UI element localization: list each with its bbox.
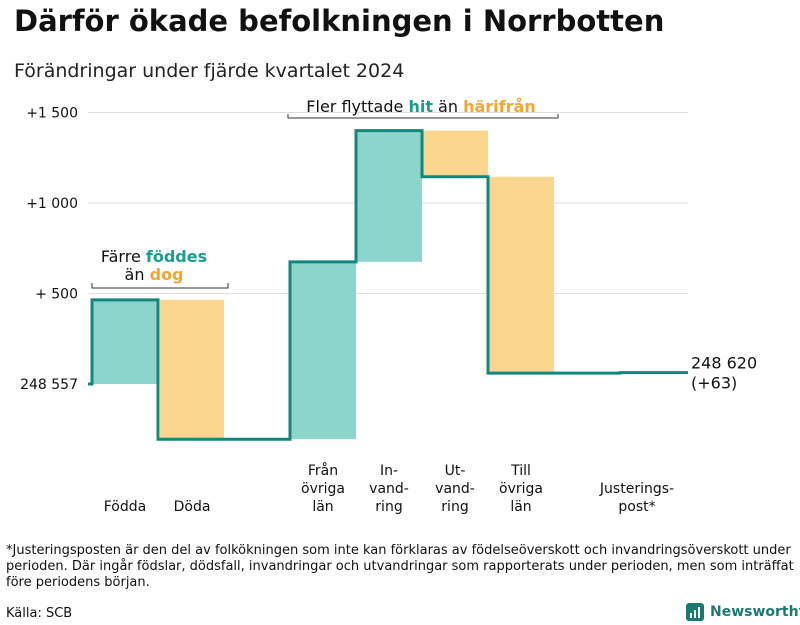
x-tick-label-line: län [510, 499, 531, 515]
annotation-bracket-migration [287, 114, 559, 119]
annotation-text: än [433, 97, 463, 116]
x-tick-label-line: övriga [301, 481, 345, 497]
y-tick-label: +1 000 [26, 196, 78, 212]
x-tick-label: Justerings-post* [599, 481, 674, 515]
annotation-highlight-harifran: härifrån [463, 97, 536, 116]
x-tick-label-line: Justerings- [599, 481, 674, 497]
x-tick-label-line: Från [308, 462, 338, 479]
annotation-text: Färre [101, 247, 146, 266]
brand-name: Newsworthy [710, 604, 800, 620]
x-tick-label-line: Ut- [445, 463, 466, 479]
annotation-births-deaths-line2: än dog [125, 265, 184, 284]
waterfall-chart: + 500 +1 000 +1 500 248 557 248 620(+63) Född… [20, 97, 757, 515]
bar-6 [488, 176, 554, 374]
x-tick-label-line: övriga [499, 481, 543, 497]
x-tick-label-line: Döda [174, 499, 211, 515]
x-tick-label-line: post* [618, 499, 655, 515]
bar-2 [160, 299, 224, 440]
x-tick-label-line: ring [441, 499, 468, 515]
final-change-label: (+63) [691, 374, 737, 393]
bar-5 [422, 130, 488, 177]
source-label: Källa: SCB [6, 606, 73, 621]
annotation-highlight-births: föddes [146, 247, 207, 266]
cumulative-step-line [88, 129, 688, 441]
x-tick-label-line: län [312, 499, 333, 515]
x-tick-label: Födda [104, 499, 146, 515]
x-tick-label-line: vand- [435, 481, 475, 497]
x-tick-label-line: Till [510, 463, 531, 479]
x-tick-label-line: In- [380, 463, 398, 479]
annotation-births-deaths-line1: Färre föddes [101, 247, 207, 266]
newsworthy-icon [686, 603, 704, 621]
x-tick-label: Ut-vand-ring [435, 463, 475, 515]
baseline-label: 248 557 [20, 377, 78, 393]
annotation-highlight-hit: hit [408, 97, 433, 116]
final-value-label: 248 620 [691, 354, 757, 373]
bar-4 [356, 130, 422, 262]
x-tick-label: Döda [174, 499, 211, 515]
chart-title: Därför ökade befolkningen i Norrbotten [14, 4, 665, 38]
x-tick-label-line: vand- [369, 481, 409, 497]
annotation-highlight-deaths: dog [150, 265, 184, 284]
x-tick-label: Från övriga län [301, 462, 345, 515]
annotation-text: än [125, 265, 150, 284]
bar-3 [290, 261, 356, 440]
annotation-text: Fler flyttade [306, 97, 408, 116]
brand-logo: Newsworthy [686, 603, 800, 621]
y-tick-label: +1 500 [26, 106, 78, 122]
y-tick-label: + 500 [35, 287, 78, 303]
annotation-bracket-births-deaths [91, 283, 229, 289]
bar-1 [92, 299, 158, 384]
annotation-migration: Fler flyttade hit än härifrån [306, 97, 535, 116]
footnote: *Justeringsposten är den del av folkökni… [6, 543, 794, 590]
x-tick-label-line: Födda [104, 499, 146, 515]
chart-subtitle: Förändringar under fjärde kvartalet 2024 [14, 60, 405, 82]
x-tick-label: Till övriga län [499, 463, 543, 515]
x-tick-label: In-vand-ring [369, 463, 409, 515]
x-tick-label-line: ring [375, 499, 402, 515]
